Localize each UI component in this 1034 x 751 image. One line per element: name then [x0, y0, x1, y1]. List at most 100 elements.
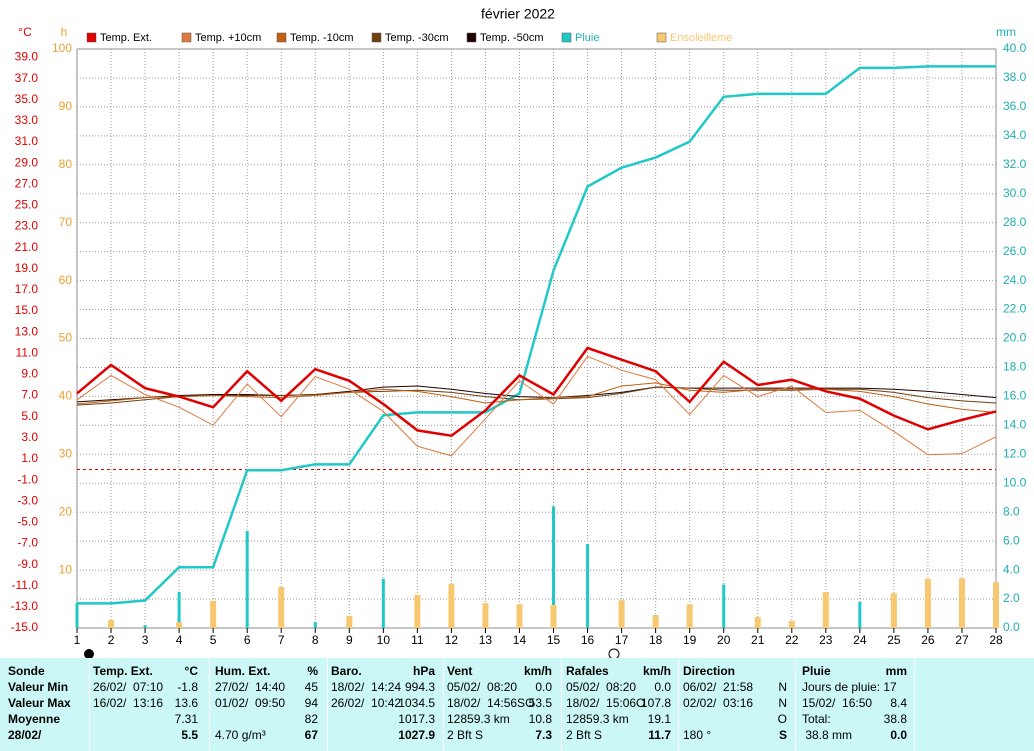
y3-tick-label: 90: [59, 99, 73, 113]
separator: [89, 658, 90, 751]
x-tick-label: 1: [74, 633, 81, 647]
x-tick-label: 5: [210, 633, 217, 647]
y2-tick-label: 38.0: [1003, 70, 1027, 84]
x-tick-label: 27: [955, 633, 969, 647]
y2-tick-label: 16.0: [1003, 389, 1027, 403]
x-tick-label: 23: [819, 633, 833, 647]
series-line: [76, 382, 997, 413]
cell-value: 0.0: [535, 680, 552, 694]
sun-bar: [108, 619, 115, 628]
y2-tick-label: 40.0: [1003, 41, 1027, 55]
sun-bar: [414, 594, 421, 628]
cell-value: 0.0: [654, 680, 671, 694]
sun-bar: [652, 615, 659, 628]
separator: [914, 658, 915, 751]
x-tick-label: 10: [377, 633, 391, 647]
y3-tick-label: 40: [59, 389, 73, 403]
y2-tick-label: 0.0: [1003, 620, 1020, 634]
x-tick-label: 16: [581, 633, 595, 647]
cell-text: 180 °: [683, 728, 712, 742]
rain-bar: [552, 506, 556, 628]
y-tick-label: 39.0: [15, 50, 39, 64]
cell-text: 01/02/ 09:50: [215, 696, 286, 710]
y-tick-label: 21.0: [15, 240, 39, 254]
sun-bar: [890, 593, 897, 628]
sun-bar: [210, 600, 217, 628]
cell-text: Jours de pluie: 17: [802, 680, 897, 694]
x-tick-label: 11: [411, 633, 424, 647]
x-tick-label: 8: [312, 633, 319, 647]
separator: [795, 658, 796, 751]
cell-value: 11.7: [648, 728, 671, 742]
y2-tick-label: 2.0: [1003, 591, 1020, 605]
series-line: [76, 386, 997, 406]
cell-text: 02/02/ 03:16: [683, 696, 754, 710]
column-header: Vent: [447, 664, 473, 678]
sun-bar: [448, 583, 455, 628]
legend-swatch: [181, 32, 192, 43]
column-header: Rafales: [566, 664, 609, 678]
separator: [209, 658, 210, 751]
y-axis-unit: °C: [18, 25, 32, 39]
y3-tick-label: 60: [59, 273, 73, 287]
column-header: Temp. Ext.: [93, 664, 153, 678]
column-header: Hum. Ext.: [215, 664, 271, 678]
sun-bar: [516, 604, 523, 628]
series-line: [76, 355, 997, 457]
x-tick-label: 14: [513, 633, 527, 647]
y2-tick-label: 20.0: [1003, 331, 1027, 345]
cell-value: 10.8: [528, 712, 552, 726]
cell-text: Total:: [802, 712, 831, 726]
legend-label: Temp. Ext.: [100, 32, 152, 44]
cell-value: 19.1: [647, 712, 671, 726]
cell-value: 53.5: [528, 696, 552, 710]
cell-text: 12859.3 km: [566, 712, 629, 726]
y2-tick-label: 22.0: [1003, 302, 1027, 316]
sun-bar: [176, 622, 183, 628]
y-tick-label: -9.0: [17, 557, 38, 571]
y2-tick-label: 30.0: [1003, 186, 1027, 200]
row-label: Moyenne: [8, 712, 61, 726]
y-tick-label: 23.0: [15, 219, 39, 233]
cell-value: 1017.3: [398, 712, 435, 726]
y2-tick-label: 4.0: [1003, 562, 1020, 576]
row-label: Valeur Min: [8, 680, 69, 694]
sun-bar: [958, 578, 965, 628]
column-unit: °C: [184, 664, 198, 678]
cell-value: 107.8: [640, 696, 671, 710]
y2-tick-label: 10.0: [1003, 475, 1027, 489]
cell-text: 12859.3 km: [447, 712, 510, 726]
y-tick-label: 27.0: [15, 176, 39, 190]
cell-value: N: [778, 696, 787, 710]
sun-bar: [993, 582, 999, 628]
separator: [327, 658, 328, 751]
x-tick-label: 4: [176, 633, 183, 647]
y3-tick-label: 30: [59, 446, 73, 460]
y2-tick-label: 24.0: [1003, 273, 1027, 287]
legend-label: Ensoleilleme: [670, 32, 732, 44]
x-tick-label: 17: [615, 633, 629, 647]
sun-bar: [618, 600, 625, 628]
separator: [678, 658, 679, 751]
column-unit: %: [307, 664, 318, 678]
stats-panel: Sonde Valeur Min Valeur Max Moyenne 28/02/Te…: [0, 658, 1034, 751]
y-tick-label: 7.0: [21, 388, 38, 402]
sun-bar: [482, 603, 489, 628]
sun-bar: [754, 616, 761, 628]
moon-icons: [84, 648, 620, 658]
y-tick-label: -1.0: [17, 472, 38, 486]
cell-value: -1.8: [177, 680, 198, 694]
row-label: Valeur Max: [8, 696, 71, 710]
chart-title: février 2022: [481, 6, 555, 22]
cell-text: 18/02/ 14:24: [331, 680, 402, 694]
y3-tick-label: 100: [52, 41, 72, 55]
separator: [561, 658, 562, 751]
cell-text: 27/02/ 14:40: [215, 680, 286, 694]
cell-text: 26/02/ 10:42: [331, 696, 402, 710]
y-tick-label: 37.0: [15, 71, 39, 85]
y2-tick-label: 26.0: [1003, 244, 1027, 258]
y2-tick-label: 32.0: [1003, 157, 1027, 171]
x-tick-label: 28: [989, 633, 1003, 647]
y-tick-label: 1.0: [21, 451, 38, 465]
